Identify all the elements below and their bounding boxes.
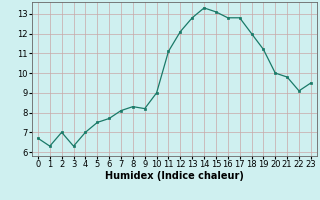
X-axis label: Humidex (Indice chaleur): Humidex (Indice chaleur) bbox=[105, 171, 244, 181]
